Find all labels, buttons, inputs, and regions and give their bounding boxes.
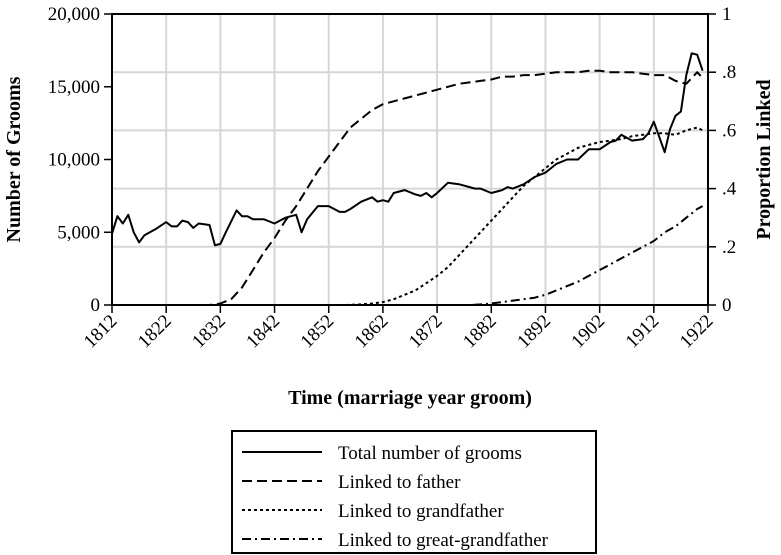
x-tick-label: 1902 xyxy=(567,311,609,353)
y-right-tick-label: .4 xyxy=(722,179,737,200)
y-left-tick-label: 15,000 xyxy=(48,77,100,98)
y-right-tick-label: .8 xyxy=(722,62,736,83)
y-left-tick-label: 0 xyxy=(91,295,101,316)
x-tick-label: 1852 xyxy=(297,311,339,353)
tick-labels: 0 5,000 10,000 15,000 20,000 0 .2 .4 .6 .8 1 1812 18… xyxy=(48,4,737,352)
x-axis-title: Time (marriage year groom) xyxy=(288,387,532,409)
x-tick-label: 1812 xyxy=(80,311,122,353)
series-line-0 xyxy=(111,52,704,247)
x-tick-label: 1862 xyxy=(351,311,393,353)
x-tick-label: 1892 xyxy=(513,311,555,353)
legend-label-0: Total number of grooms xyxy=(338,443,522,464)
x-tick-label: 1832 xyxy=(188,311,230,353)
y-left-tick-label: 10,000 xyxy=(48,150,100,171)
x-tick-label: 1872 xyxy=(405,311,447,353)
x-tick-label: 1882 xyxy=(459,311,501,353)
series-lines xyxy=(111,52,704,306)
y-right-tick-label: 0 xyxy=(722,295,732,316)
y-axis-left-title: Number of Grooms xyxy=(3,76,25,242)
legend-label-2: Linked to grandfather xyxy=(338,501,504,522)
y-right-tick-label: .6 xyxy=(722,120,736,141)
series-line-1 xyxy=(112,69,704,306)
y-left-tick-label: 20,000 xyxy=(48,4,100,25)
tick-marks xyxy=(104,13,716,313)
y-axis-right-title: Proportion Linked xyxy=(753,79,775,239)
legend: Total number of grooms Linked to father Li… xyxy=(231,430,597,554)
grid-lines xyxy=(111,13,709,306)
x-tick-label: 1842 xyxy=(242,311,284,353)
legend-label-3: Linked to great-grandfather xyxy=(338,530,549,551)
y-right-tick-label: 1 xyxy=(722,4,732,25)
series-line-2 xyxy=(112,126,704,306)
series-line-3 xyxy=(112,205,704,306)
y-left-tick-label: 5,000 xyxy=(57,222,100,243)
y-right-tick-label: .2 xyxy=(722,237,736,258)
x-tick-label: 1922 xyxy=(676,311,718,353)
x-tick-label: 1822 xyxy=(134,311,176,353)
x-tick-label: 1912 xyxy=(622,311,664,353)
plot-frame xyxy=(111,13,709,306)
legend-label-1: Linked to father xyxy=(338,472,461,493)
